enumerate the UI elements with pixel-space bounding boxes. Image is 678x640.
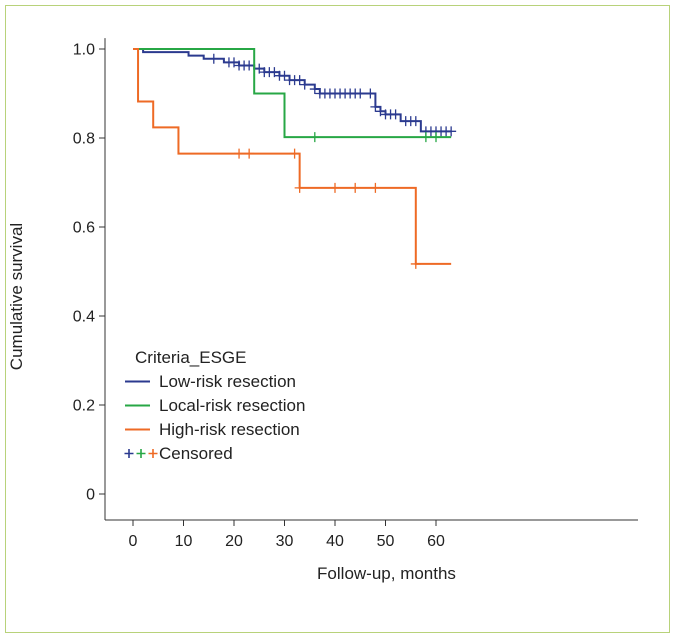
censored-mark [446, 126, 457, 137]
y-tick-label: 0.6 [73, 220, 95, 237]
censored-mark [294, 75, 305, 86]
legend-label: Low-risk resection [159, 372, 296, 391]
legend-item-high-risk-resection: High-risk resection [125, 420, 300, 439]
censored-mark [375, 106, 386, 117]
y-tick-label: 0 [86, 487, 95, 504]
censored-mark [370, 101, 381, 112]
censored-mark [410, 116, 421, 127]
survival-line-local-risk-resection [133, 48, 452, 139]
legend-censored: Censored [124, 444, 233, 463]
y-axis-title: Cumulative survival [7, 223, 26, 370]
y-tick-label: 1.0 [73, 42, 95, 59]
legend-label: High-risk resection [159, 420, 300, 439]
censored-mark [244, 148, 255, 159]
censored-mark [289, 148, 300, 159]
series-low-risk-resection [133, 48, 457, 137]
censored-mark [309, 84, 320, 95]
x-ticks: 0 10 20 30 40 50 60 [129, 520, 445, 550]
censored-mark [244, 60, 255, 71]
series-layer [133, 48, 457, 269]
survival-line-low-risk-resection [133, 48, 452, 133]
censored-mark [410, 258, 421, 269]
legend-item-low-risk-resection: Low-risk resection [125, 372, 296, 391]
censored-mark [234, 148, 245, 159]
censored-mark [269, 67, 280, 78]
y-tick-label: 0.4 [73, 309, 95, 326]
y-tick-label: 0.8 [73, 131, 95, 148]
censored-mark [309, 132, 320, 143]
x-axis-title: Follow-up, months [317, 564, 456, 583]
legend-label: Local-risk resection [159, 396, 305, 415]
censored-mark [370, 182, 381, 193]
censored-mark [355, 88, 366, 99]
legend-censored-mark [136, 449, 146, 458]
legend-censored-mark [148, 449, 158, 458]
x-tick-label: 10 [175, 533, 193, 550]
x-tick-label: 50 [377, 533, 395, 550]
censored-mark [254, 63, 265, 74]
axes: 0 0.2 0.4 0.6 0.8 1.0 0 10 20 30 40 50 60 Cumulativ… [7, 38, 638, 583]
legend-censored-label: Censored [159, 444, 233, 463]
censored-mark [350, 182, 361, 193]
x-tick-label: 40 [326, 533, 344, 550]
censored-mark [431, 132, 441, 143]
y-tick-label: 0.2 [73, 398, 95, 415]
censored-mark [365, 88, 376, 99]
x-tick-label: 30 [276, 533, 294, 550]
legend-title: Criteria_ESGE [135, 348, 246, 367]
legend-censored-marks [124, 449, 158, 458]
x-tick-label: 0 [129, 533, 138, 550]
survival-line-high-risk-resection [133, 48, 452, 265]
censored-mark [208, 53, 219, 64]
legend-items: Low-risk resection Local-risk resection Hi… [125, 372, 305, 439]
x-tick-label: 20 [225, 533, 243, 550]
legend-censored-mark [124, 449, 134, 458]
censored-mark [420, 132, 431, 143]
series-high-risk-resection [133, 48, 452, 269]
censored-mark [294, 182, 305, 193]
chart-frame [5, 5, 670, 633]
censored-mark [390, 109, 401, 120]
censored-mark [279, 70, 290, 81]
censored-mark [299, 79, 310, 90]
y-ticks: 0 0.2 0.4 0.6 0.8 1.0 [73, 42, 105, 504]
censored-mark [330, 182, 340, 193]
censored-mark [229, 57, 239, 68]
legend: Criteria_ESGE Low-risk resection Local-ri… [124, 348, 305, 463]
x-tick-label: 60 [427, 533, 445, 550]
series-local-risk-resection [133, 48, 452, 143]
legend-item-local-risk-resection: Local-risk resection [125, 396, 305, 415]
